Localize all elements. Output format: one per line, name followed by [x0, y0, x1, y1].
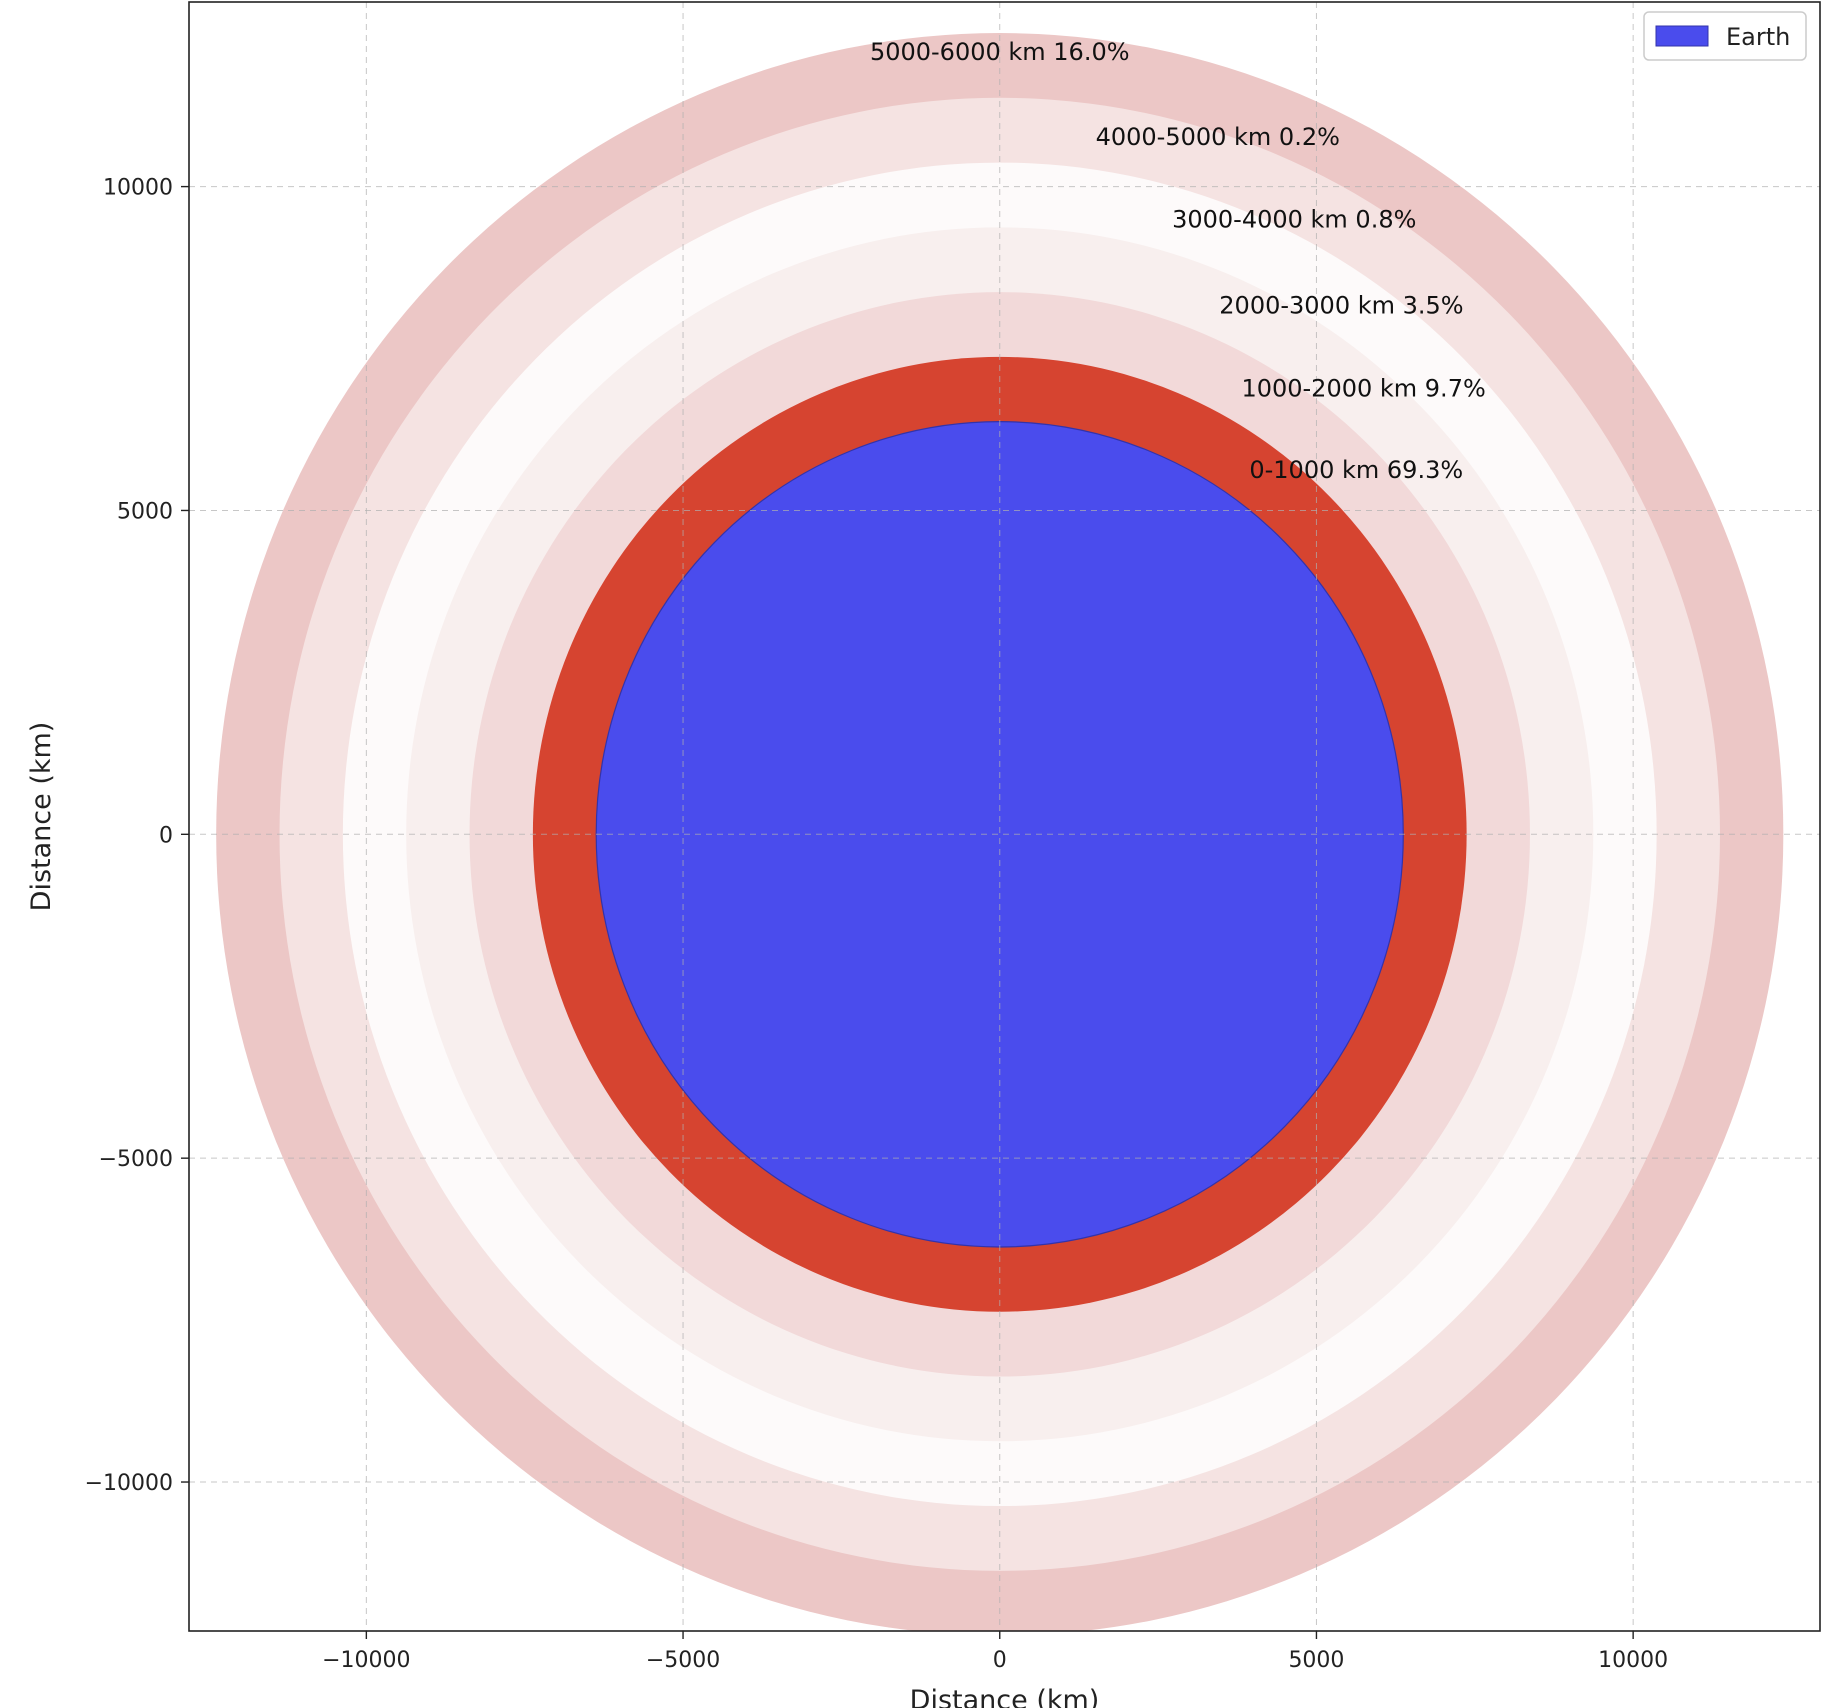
ticks-layer: −10000 −5000 0 5000 10000 −10000 −5000 0 5000 100… [85, 176, 1669, 1673]
y-tick-label: −5000 [99, 1147, 173, 1172]
ring-label-5: 4000-5000 km 0.2% [1096, 123, 1340, 151]
x-tick-label: −10000 [322, 1648, 410, 1673]
y-tick-label: −10000 [85, 1471, 173, 1496]
x-tick-label: −5000 [646, 1648, 720, 1673]
y-tick-label: 10000 [103, 176, 173, 201]
grid-layer [189, 2, 1820, 1631]
x-tick-label: 0 [993, 1648, 1007, 1673]
ring-labels-layer: 0-1000 km 69.3% 1000-2000 km 9.7% 2000-300… [870, 38, 1486, 484]
legend: Earth [1643, 11, 1807, 61]
ring-label-4: 3000-4000 km 0.8% [1172, 206, 1416, 234]
y-axis-label: Distance (km) [26, 722, 57, 912]
x-tick-label: 10000 [1598, 1648, 1668, 1673]
ring-label-6: 5000-6000 km 16.0% [870, 38, 1130, 66]
ring-label-2: 1000-2000 km 9.7% [1241, 374, 1485, 402]
x-tick-label: 5000 [1288, 1648, 1344, 1673]
legend-box [1643, 11, 1807, 61]
rings-layer [216, 33, 1784, 1631]
plot-frame [188, 1, 1821, 1632]
y-tick-label: 0 [159, 823, 173, 848]
legend-label-earth: Earth [1726, 23, 1790, 51]
x-axis-label: Distance (km) [910, 1685, 1100, 1708]
y-tick-label: 5000 [117, 499, 173, 524]
ring-label-1: 0-1000 km 69.3% [1249, 456, 1463, 484]
legend-swatch-earth [1655, 25, 1709, 47]
ring-label-3: 2000-3000 km 3.5% [1219, 291, 1463, 319]
